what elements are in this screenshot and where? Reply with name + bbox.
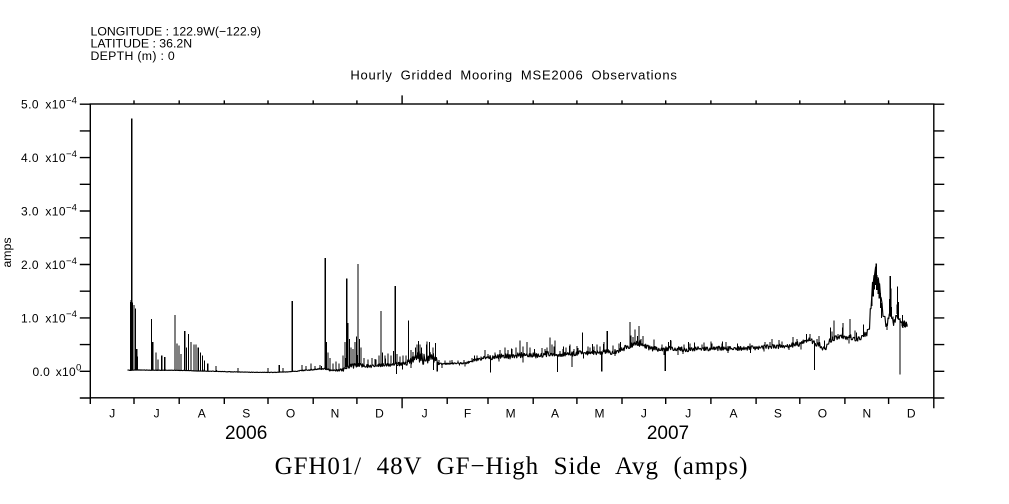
svg-text:4.0 x10−4: 4.0 x10−4 — [21, 149, 77, 165]
svg-text:N: N — [862, 407, 871, 421]
svg-text:J: J — [109, 407, 115, 421]
svg-text:A: A — [551, 407, 559, 421]
svg-text:1.0 x10−4: 1.0 x10−4 — [21, 309, 77, 325]
svg-text:J: J — [154, 407, 160, 421]
svg-text:2006: 2006 — [225, 423, 267, 444]
svg-text:J: J — [641, 407, 647, 421]
svg-text:S: S — [242, 407, 250, 421]
svg-text:O: O — [286, 407, 295, 421]
svg-text:2007: 2007 — [647, 423, 689, 444]
svg-text:N: N — [331, 407, 340, 421]
svg-text:A: A — [729, 407, 737, 421]
svg-text:0.0 x100: 0.0 x100 — [33, 363, 82, 379]
svg-text:D: D — [375, 407, 384, 421]
svg-text:3.0 x10−4: 3.0 x10−4 — [21, 202, 77, 218]
svg-text:LONGITUDE : 122.9W(−122.9): LONGITUDE : 122.9W(−122.9) — [91, 24, 262, 38]
svg-text:J: J — [685, 407, 691, 421]
svg-text:Hourly Gridded Mooring MSE2006: Hourly Gridded Mooring MSE2006 Observati… — [350, 67, 677, 82]
svg-text:D: D — [907, 407, 916, 421]
svg-text:LATITUDE : 36.2N: LATITUDE : 36.2N — [91, 37, 193, 51]
svg-text:M: M — [595, 407, 605, 421]
svg-text:DEPTH (m) : 0: DEPTH (m) : 0 — [91, 49, 176, 63]
svg-text:5.0 x10−4: 5.0 x10−4 — [21, 96, 77, 112]
svg-text:J: J — [422, 407, 428, 421]
svg-text:O: O — [818, 407, 827, 421]
svg-text:S: S — [774, 407, 782, 421]
svg-text:GFH01/ 48V GF−High Side Avg (: GFH01/ 48V GF−High Side Avg (amps) — [275, 453, 749, 480]
svg-text:A: A — [198, 407, 206, 421]
svg-text:F: F — [464, 407, 471, 421]
svg-text:amps: amps — [0, 237, 14, 267]
svg-text:2.0 x10−4: 2.0 x10−4 — [21, 256, 77, 272]
svg-text:M: M — [506, 407, 516, 421]
